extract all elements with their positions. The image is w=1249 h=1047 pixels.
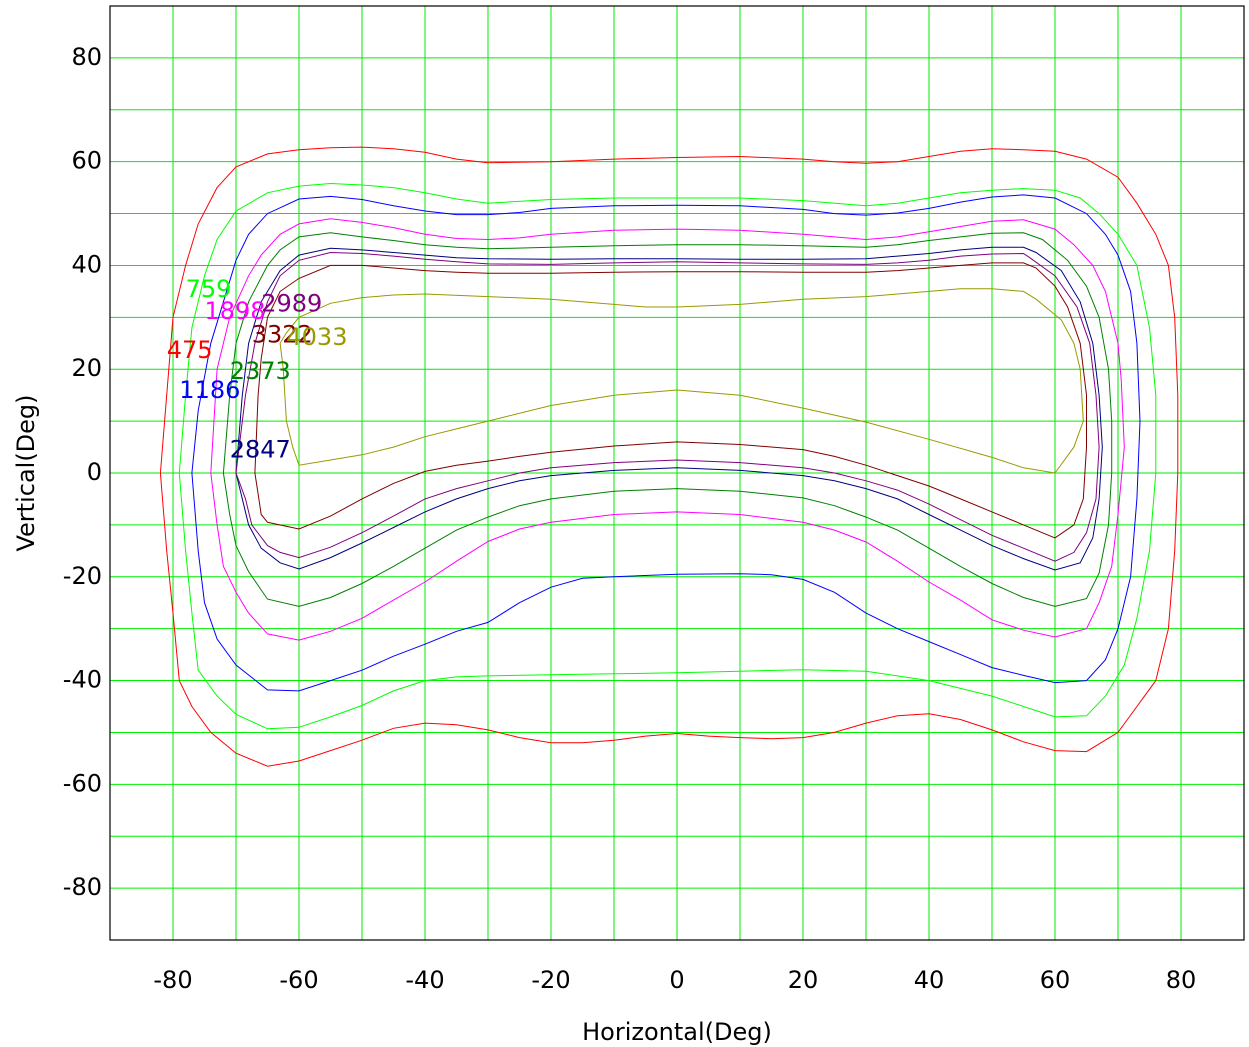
x-tick-label: -60 (279, 966, 318, 994)
x-tick-label: 20 (788, 966, 819, 994)
y-tick-label: 80 (71, 43, 102, 71)
contour-line-1186 (191, 194, 1141, 692)
y-tick-label: 40 (71, 250, 102, 278)
contour-label-1898: 1898 (205, 297, 266, 325)
y-tick-label: -20 (63, 562, 102, 590)
x-tick-labels: -80 -60 -40 -20 0 20 40 60 80 (153, 966, 1196, 994)
grid (109, 5, 1245, 941)
contour-line-1898 (210, 218, 1125, 641)
y-tick-labels: 80 60 40 20 0 -20 -40 -60 -80 (63, 43, 102, 901)
y-axis-title: Vertical(Deg) (12, 394, 40, 551)
x-tick-label: -80 (153, 966, 192, 994)
y-tick-label: 20 (71, 354, 102, 382)
contour-label-2847: 2847 (230, 436, 291, 464)
contour-label-3322: 3322 (252, 320, 313, 348)
contour-label-475: 475 (167, 336, 213, 364)
contour-line-2989 (235, 251, 1100, 562)
contour-label-1186: 1186 (179, 376, 240, 404)
contour-line-2373 (222, 232, 1113, 607)
contour-line-4033 (279, 288, 1084, 474)
y-tick-label: -60 (63, 769, 102, 797)
y-tick-label: -80 (63, 873, 102, 901)
contour-line-2847 (235, 246, 1103, 571)
y-tick-label: 0 (87, 458, 102, 486)
contour-line-759 (178, 182, 1157, 730)
contour-lines (159, 146, 1179, 767)
y-tick-label: 60 (71, 147, 102, 175)
y-tick-label: -40 (63, 666, 102, 694)
x-tick-label: -40 (405, 966, 444, 994)
contour-label-2373: 2373 (230, 357, 291, 385)
plot-frame (109, 5, 1245, 941)
contour-label-759: 759 (186, 275, 232, 303)
x-tick-label: 80 (1166, 966, 1197, 994)
contour-label-4033: 4033 (286, 323, 347, 351)
contour-line-3322 (254, 262, 1087, 539)
x-tick-label: -20 (531, 966, 570, 994)
x-tick-label: 60 (1040, 966, 1071, 994)
contour-label-2989: 2989 (261, 289, 322, 317)
contour-line-475 (159, 146, 1179, 767)
x-tick-label: 40 (914, 966, 945, 994)
x-axis-title: Horizontal(Deg) (582, 1018, 772, 1046)
x-tick-label: 0 (669, 966, 684, 994)
